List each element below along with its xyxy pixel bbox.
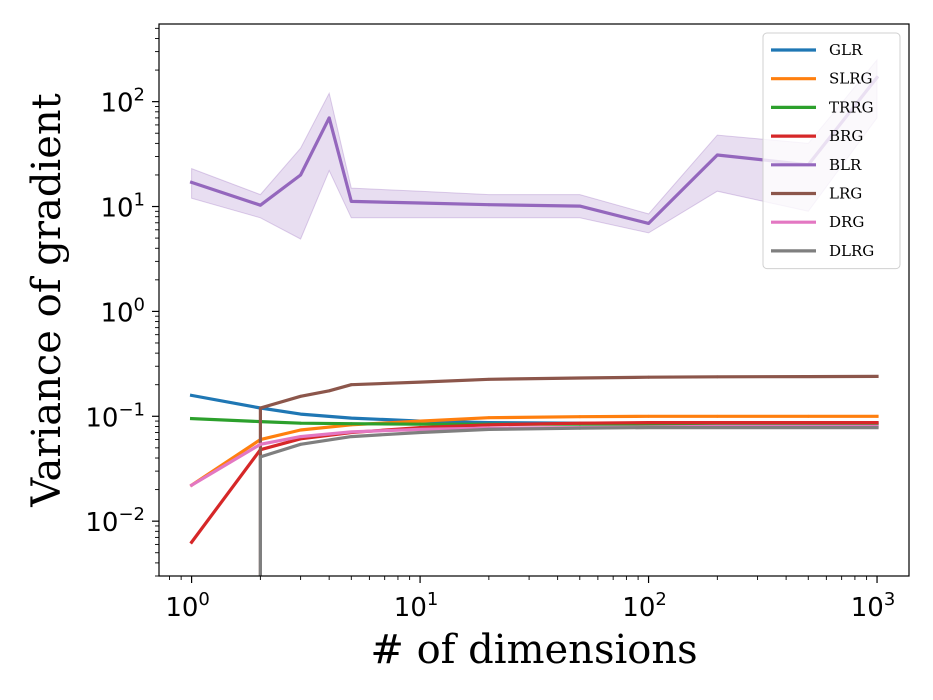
x-axis-title: # of dimensions [370, 627, 697, 673]
data-point-blr [578, 204, 582, 208]
data-point-brg [875, 421, 879, 424]
data-point-dlrg [578, 426, 582, 430]
data-point-lrg [327, 389, 331, 393]
data-point-drg [259, 442, 262, 446]
data-point-blr [715, 153, 719, 157]
data-point-brg [190, 540, 194, 544]
data-point-lrg [259, 406, 262, 410]
legend-label-glr: GLR [829, 41, 863, 59]
data-point-dlrg [418, 431, 422, 434]
data-point-dlrg [647, 426, 650, 429]
legend-label-brg: BRG [829, 127, 863, 145]
data-point-glr [190, 394, 194, 397]
axis-ticks [152, 27, 878, 583]
legend-label-drg: DRG [829, 213, 864, 231]
series-lines [189, 75, 880, 576]
data-point-dlrg [349, 435, 353, 438]
legend-label-trrg: TRRG [829, 98, 874, 116]
y-tick-label: 10−2 [85, 504, 145, 538]
data-point-trrg [349, 422, 353, 426]
legend-label-slrg: SLRG [829, 70, 873, 88]
series-line-drg [189, 424, 879, 488]
data-point-blr [487, 203, 491, 207]
data-point-brg [647, 421, 650, 424]
y-tick-label: 10−1 [85, 399, 145, 433]
data-point-lrg [349, 383, 353, 387]
legend: GLR SLRG TRRG BRG BLR LRG DRG DLRG [762, 32, 901, 270]
legend-box [762, 32, 901, 270]
data-point-drg [299, 435, 302, 438]
x-tick-label: 100 [165, 589, 210, 623]
data-point-blr [418, 201, 422, 205]
data-point-lrg [418, 380, 422, 384]
legend-label-blr: BLR [829, 156, 862, 174]
data-point-lrg [875, 375, 879, 378]
data-point-slrg [299, 428, 302, 432]
series-line-blr [189, 75, 880, 225]
data-point-brg [806, 421, 810, 424]
data-point-lrg [578, 376, 582, 380]
data-point-blr [647, 222, 650, 225]
data-point-blr [190, 181, 194, 184]
axis-tick-labels: 100 101 102 103 10−2 10−1 100 101 102 [85, 85, 895, 623]
data-point-drg [190, 483, 194, 487]
data-point-slrg [715, 414, 719, 418]
plot-frame [158, 23, 910, 577]
series-line-brg [189, 421, 879, 545]
data-point-lrg [715, 375, 719, 379]
data-point-slrg [647, 414, 650, 418]
data-point-dlrg [875, 426, 879, 429]
data-point-slrg [418, 419, 422, 423]
data-point-slrg [578, 415, 582, 419]
x-tick-label: 103 [851, 589, 896, 623]
data-point-slrg [806, 414, 810, 418]
data-point-trrg [190, 417, 194, 420]
x-tick-label: 102 [622, 589, 667, 623]
y-tick-label: 100 [100, 294, 145, 328]
data-point-brg [487, 423, 491, 427]
data-point-dlrg [715, 426, 719, 429]
y-tick-label: 102 [100, 85, 145, 119]
x-tick-label: 101 [394, 589, 439, 623]
data-point-glr [349, 416, 353, 420]
data-point-dlrg [487, 428, 491, 431]
data-point-lrg [806, 375, 810, 378]
y-tick-label: 101 [100, 190, 145, 224]
y-axis-title: Variance of gradient [24, 93, 70, 507]
data-point-lrg [487, 377, 491, 381]
data-point-blr [349, 200, 353, 203]
series-line-lrg [258, 374, 879, 576]
data-point-brg [578, 421, 582, 425]
data-point-brg [715, 421, 719, 424]
data-point-glr [299, 412, 302, 416]
data-point-trrg [418, 422, 422, 426]
data-point-slrg [875, 414, 879, 418]
data-point-dlrg [299, 442, 302, 446]
data-point-blr [299, 173, 302, 177]
legend-label-lrg: LRG [829, 185, 862, 203]
data-point-blr [327, 116, 331, 120]
data-point-slrg [487, 416, 491, 420]
data-point-lrg [647, 375, 650, 379]
legend-label-dlrg: DLRG [829, 242, 874, 260]
data-point-drg [418, 428, 422, 431]
data-point-trrg [299, 421, 302, 425]
data-point-drg [349, 430, 353, 434]
data-point-dlrg [806, 426, 810, 429]
data-point-blr [259, 203, 262, 207]
data-point-dlrg [259, 455, 262, 459]
data-point-lrg [299, 394, 302, 398]
